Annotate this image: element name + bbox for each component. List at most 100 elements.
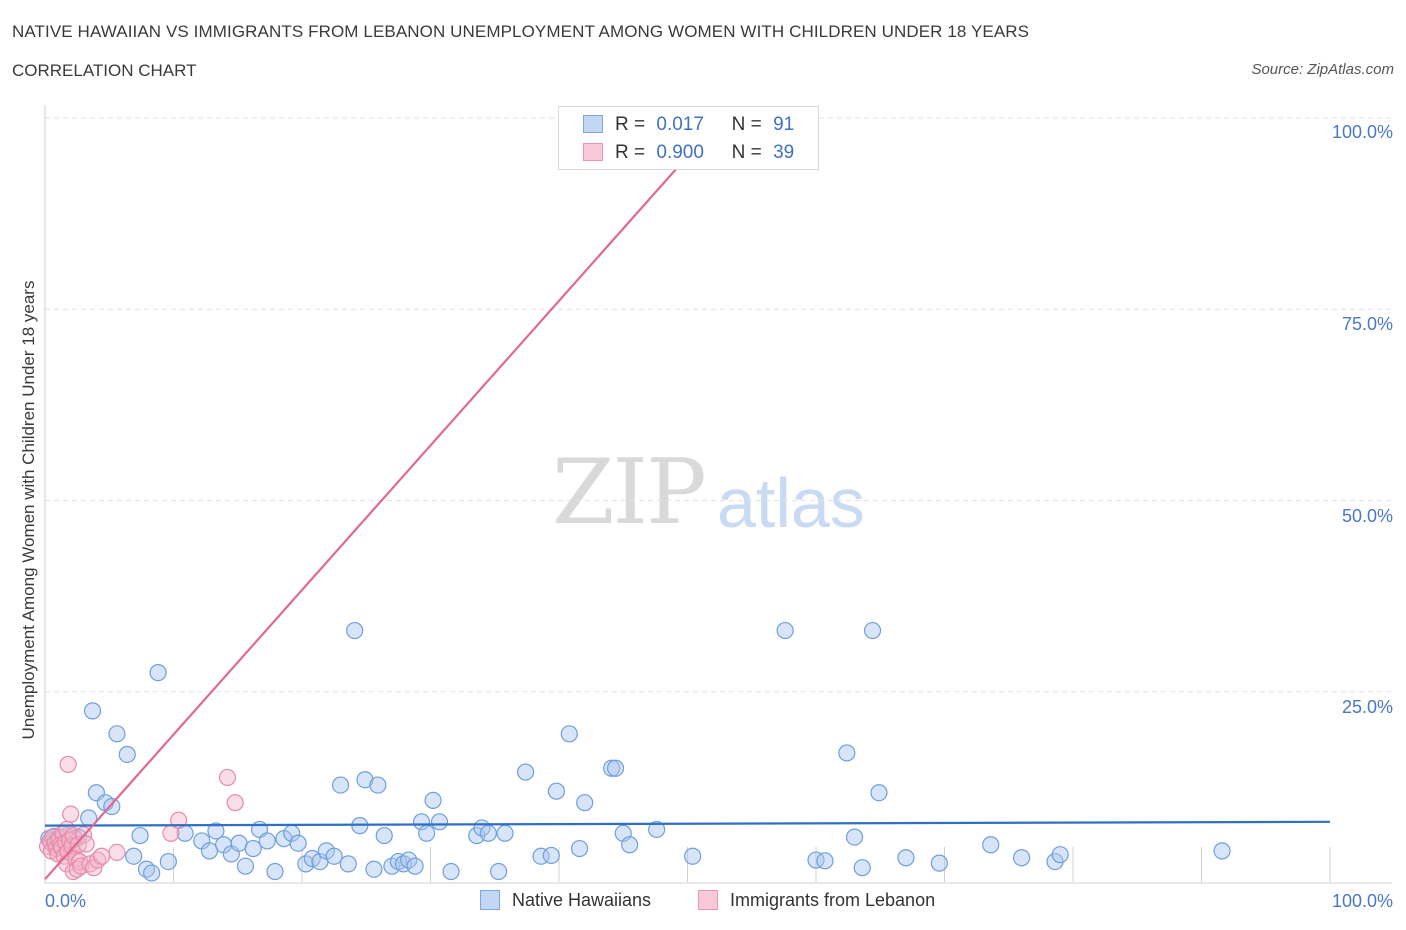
data-point-native-hawaiians [430, 813, 449, 831]
y-axis-label: Unemployment Among Women with Children U… [19, 280, 38, 740]
watermark-zip: ZIP [552, 440, 707, 545]
data-point-native-hawaiians [442, 862, 460, 881]
source-credit: Source: ZipAtlas.com [1251, 61, 1394, 78]
y-tick-label: 100.0% [1331, 122, 1393, 142]
data-point-native-hawaiians [125, 847, 143, 865]
data-point-native-hawaiians [244, 839, 262, 858]
trend-line-native-hawaiians [44, 820, 1331, 827]
bottom-legend-native-hawaiians: Native Hawaiians [480, 890, 651, 911]
legend-n-value: 39 [773, 142, 795, 163]
chart-subtitle: CORRELATION CHART [12, 61, 197, 80]
data-point-native-hawaiians [356, 771, 374, 789]
bottom-legend-lebanon: Immigrants from Lebanon [698, 890, 935, 911]
data-point-native-hawaiians [103, 797, 121, 816]
legend-series-name: Immigrants from Lebanon [730, 890, 936, 910]
data-point-native-hawaiians [542, 846, 560, 865]
legend-swatch-pink [698, 890, 718, 910]
data-point-native-hawaiians [118, 745, 136, 764]
data-point-native-hawaiians [648, 820, 666, 839]
data-point-native-hawaiians [400, 851, 418, 869]
data-point-native-hawaiians [930, 854, 948, 872]
data-point-native-hawaiians [1012, 849, 1031, 867]
legend-n-value: 91 [773, 114, 795, 135]
x-tick-label: 100.0% [1331, 891, 1393, 911]
y-tick-label: 75.0% [1341, 314, 1393, 334]
data-point-native-hawaiians [325, 847, 343, 865]
data-point-native-hawaiians [807, 851, 825, 869]
data-point-native-hawaiians [845, 828, 864, 846]
data-point-native-hawaiians [516, 763, 535, 781]
data-point-native-hawaiians [816, 852, 834, 870]
data-point-native-hawaiians [560, 725, 578, 743]
x-tick-label: 0.0% [45, 891, 87, 911]
legend-row-native-hawaiians: R = 0.017 N = 91 [583, 114, 794, 136]
series-native-hawaiians [40, 621, 1231, 882]
data-point-native-hawaiians [159, 852, 177, 871]
data-point-native-hawaiians [83, 702, 102, 720]
stats-legend: R = 0.017 N = 91 R = 0.900 N = 39 [558, 106, 819, 170]
trend-line-lebanon [44, 155, 689, 880]
axes [44, 105, 1392, 884]
data-point-native-hawaiians [131, 826, 149, 845]
legend-row-lebanon: R = 0.900 N = 39 [583, 142, 794, 164]
data-point-native-hawaiians [570, 839, 589, 858]
data-point-native-hawaiians [236, 857, 255, 875]
legend-r-value: 0.017 [656, 114, 704, 135]
data-point-native-hawaiians [547, 782, 566, 800]
data-point-native-hawaiians [479, 824, 497, 842]
data-point-native-hawaiians [853, 859, 871, 877]
grid-lines [45, 117, 1392, 693]
data-point-native-hawaiians [339, 855, 357, 873]
legend-swatch-pink [583, 143, 603, 161]
data-point-lebanon [226, 794, 244, 812]
data-point-native-hawaiians [982, 836, 1000, 854]
chart-title: NATIVE HAWAIIAN VS IMMIGRANTS FROM LEBAN… [12, 22, 1030, 41]
data-point-native-hawaiians [870, 784, 888, 802]
data-point-native-hawaiians [1213, 842, 1231, 860]
legend-r-value: 0.900 [656, 142, 704, 163]
legend-r-label: R = [615, 114, 646, 135]
data-point-native-hawaiians [863, 621, 882, 640]
data-point-lebanon [92, 847, 111, 865]
data-point-native-hawaiians [838, 744, 856, 762]
watermark-atlas: atlas [717, 464, 865, 542]
data-point-native-hawaiians [897, 849, 915, 867]
data-point-native-hawaiians [375, 826, 393, 845]
data-point-native-hawaiians [149, 664, 167, 682]
y-axis-label-wrap: Unemployment Among Women with Children U… [14, 240, 44, 780]
data-point-native-hawaiians [603, 759, 621, 777]
data-point-lebanon [218, 768, 237, 787]
data-point-native-hawaiians [1051, 846, 1069, 864]
data-point-lebanon [108, 843, 126, 862]
legend-r-label: R = [615, 142, 646, 163]
data-point-native-hawaiians [490, 862, 508, 881]
data-point-native-hawaiians [143, 864, 161, 882]
data-point-lebanon [62, 805, 80, 823]
data-point-native-hawaiians [496, 824, 514, 842]
data-point-native-hawaiians [406, 857, 424, 875]
data-point-native-hawaiians [684, 847, 702, 865]
series-lebanon [38, 109, 602, 881]
data-point-native-hawaiians [606, 759, 625, 777]
data-point-native-hawaiians [258, 832, 276, 850]
legend-n-label: N = [731, 142, 762, 163]
data-point-native-hawaiians [207, 822, 225, 840]
data-point-native-hawaiians [576, 794, 594, 812]
trend-lines [44, 155, 1331, 880]
data-point-native-hawaiians [108, 725, 126, 743]
legend-swatch-blue [583, 115, 603, 133]
data-point-native-hawaiians [266, 862, 284, 881]
data-point-native-hawaiians [200, 842, 219, 860]
data-point-native-hawaiians [365, 860, 383, 878]
legend-swatch-blue [480, 890, 500, 910]
legend-series-name: Native Hawaiians [512, 890, 652, 910]
data-point-native-hawaiians [289, 834, 307, 852]
data-point-native-hawaiians [369, 776, 387, 794]
data-point-lebanon [59, 755, 77, 774]
legend-n-label: N = [731, 114, 762, 135]
data-point-native-hawaiians [418, 824, 436, 842]
data-point-native-hawaiians [331, 776, 350, 794]
data-point-native-hawaiians [621, 836, 639, 854]
data-point-native-hawaiians [346, 621, 364, 640]
